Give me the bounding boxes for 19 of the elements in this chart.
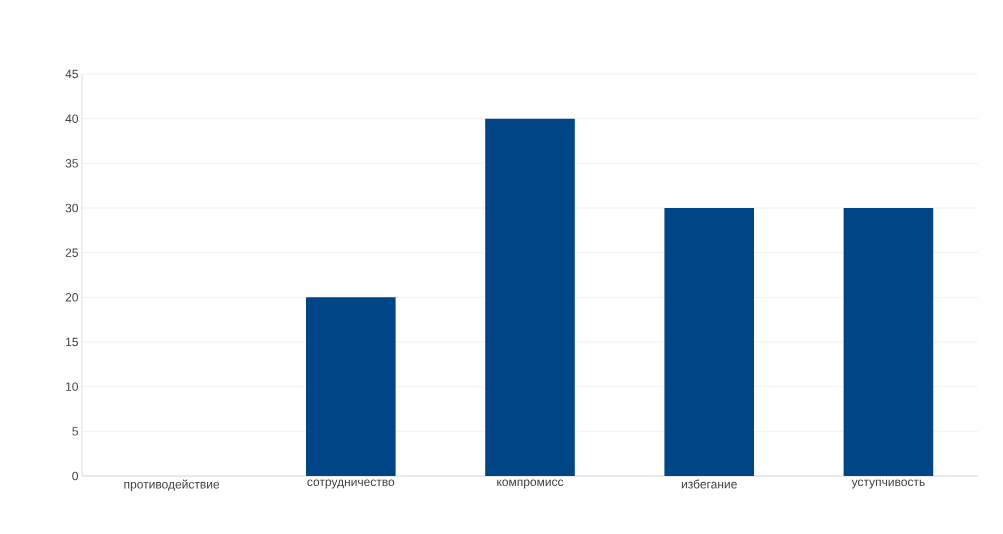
x-tick-label: избегание: [681, 479, 737, 489]
bar: [306, 297, 396, 476]
x-tick-label: уступчивость: [851, 479, 925, 489]
y-tick-label: 30: [65, 203, 79, 213]
bar: [843, 208, 934, 476]
x-tick-label: компромисс: [497, 479, 564, 489]
y-tick-label: 25: [65, 248, 78, 257]
y-tick-label: 15: [66, 337, 78, 347]
bar: [485, 118, 575, 476]
y-tick-label: 5: [72, 427, 78, 436]
y-tick-label: 0: [72, 471, 79, 481]
x-tick-label: сотрудничество: [307, 479, 395, 489]
y-tick-label: 20: [65, 293, 79, 302]
y-tick-label: 10: [66, 382, 79, 391]
y-tick-label: 35: [65, 159, 78, 168]
bar: [664, 208, 754, 476]
y-tick-label: 45: [65, 69, 78, 79]
x-tick-label: противодействие: [124, 479, 220, 491]
y-tick-label: 40: [65, 114, 79, 123]
